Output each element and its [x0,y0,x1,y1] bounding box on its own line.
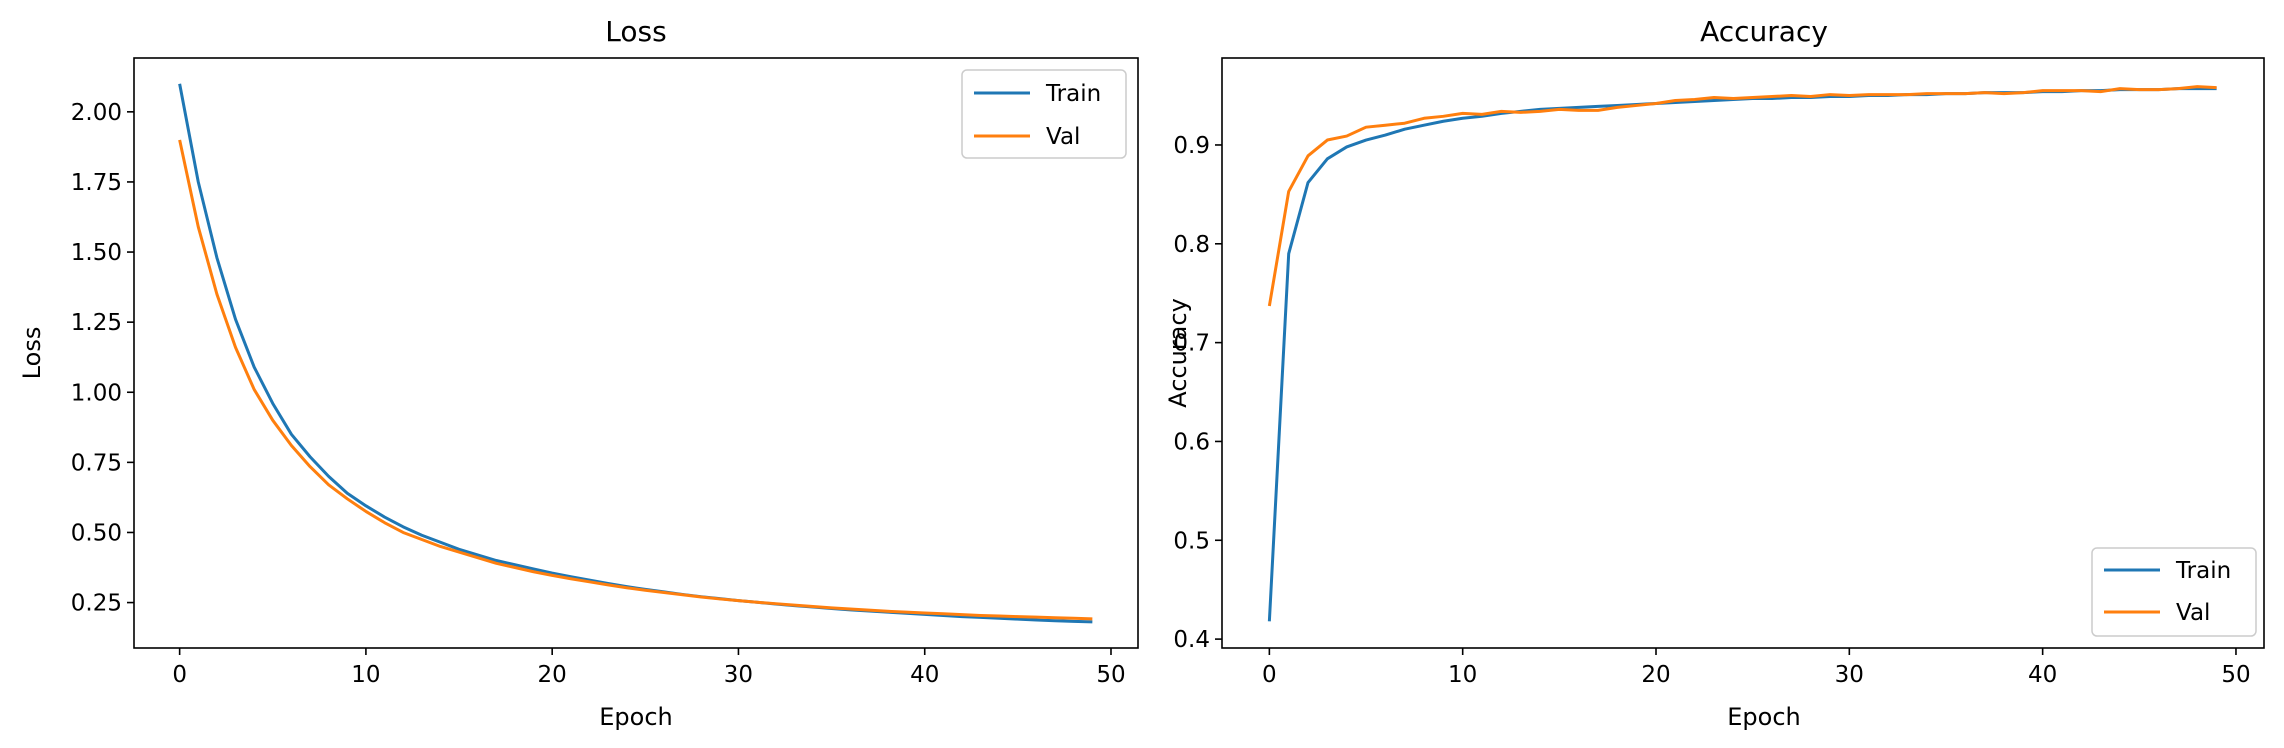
loss-x-ticks: 0 10 20 30 40 50 [172,648,1126,688]
loss-y-ticks: 0.25 0.50 0.75 1.00 1.25 1.50 1.75 2.00 [71,100,134,617]
loss-legend-train-label: Train [1045,81,1101,107]
loss-x-axis-label: Epoch [599,703,673,731]
loss-y-tick-label: 0.25 [71,591,122,617]
loss-y-tick-label: 2.00 [71,100,122,126]
loss-line-val [178,139,1093,621]
accuracy-y-tick-label: 0.4 [1173,627,1210,653]
accuracy-x-tick-label: 40 [2028,662,2057,688]
accuracy-legend-box [2091,547,2257,637]
accuracy-legend-train-label: Train [2175,558,2231,584]
accuracy-y-tick-label: 0.7 [1173,331,1210,357]
accuracy-x-axis-label: Epoch [1727,703,1801,731]
loss-x-tick-label: 50 [1096,662,1125,688]
loss-y-tick-label: 1.25 [71,310,122,336]
accuracy-y-ticks: 0.4 0.5 0.6 0.7 0.8 0.9 [1173,133,1222,653]
loss-x-tick-label: 0 [172,662,187,688]
accuracy-y-axis-label: Accuracy [1164,298,1192,408]
loss-x-tick-label: 30 [724,662,753,688]
accuracy-lines [1267,85,2217,622]
loss-legend-val-label: Val [1046,124,1080,150]
loss-y-axis-label: Loss [18,327,46,380]
accuracy-y-tick-label: 0.9 [1173,133,1210,159]
accuracy-x-tick-label: 10 [1448,662,1477,688]
accuracy-legend: Train Val [2091,547,2257,637]
accuracy-x-tick-label: 30 [1835,662,1864,688]
loss-plot-frame [133,57,1139,649]
loss-y-tick-label: 1.50 [71,240,122,266]
loss-y-tick-label: 0.50 [71,520,122,546]
accuracy-line-val [1267,85,2217,307]
loss-x-tick-label: 10 [351,662,380,688]
loss-legend-box [961,69,1127,159]
loss-y-tick-label: 0.75 [71,450,122,476]
loss-y-tick-label: 1.75 [71,170,122,196]
loss-y-tick-label: 1.00 [71,380,122,406]
accuracy-x-ticks: 0 10 20 30 40 50 [1262,648,2251,688]
loss-legend: Train Val [961,69,1127,159]
accuracy-chart-title: Accuracy [1700,15,1828,48]
accuracy-x-tick-label: 20 [1641,662,1670,688]
loss-x-tick-label: 20 [538,662,567,688]
accuracy-plot-area [1222,58,2264,648]
loss-lines [178,83,1093,624]
accuracy-plot-frame [1221,57,2265,649]
loss-chart: Loss 0 10 20 30 40 50 0.25 0.50 0.75 1.00 1.25 1.5… [18,15,1139,731]
accuracy-legend-val-label: Val [2176,600,2210,626]
accuracy-y-tick-label: 0.8 [1173,232,1210,258]
loss-chart-title: Loss [605,15,666,48]
accuracy-x-tick-label: 0 [1262,662,1277,688]
accuracy-y-tick-label: 0.6 [1173,429,1210,455]
accuracy-y-tick-label: 0.5 [1173,528,1210,554]
loss-x-tick-label: 40 [910,662,939,688]
accuracy-x-tick-label: 50 [2221,662,2250,688]
accuracy-chart: Accuracy 0 10 20 30 40 50 0.40.50.60.70.80.9 … [1164,15,2265,731]
